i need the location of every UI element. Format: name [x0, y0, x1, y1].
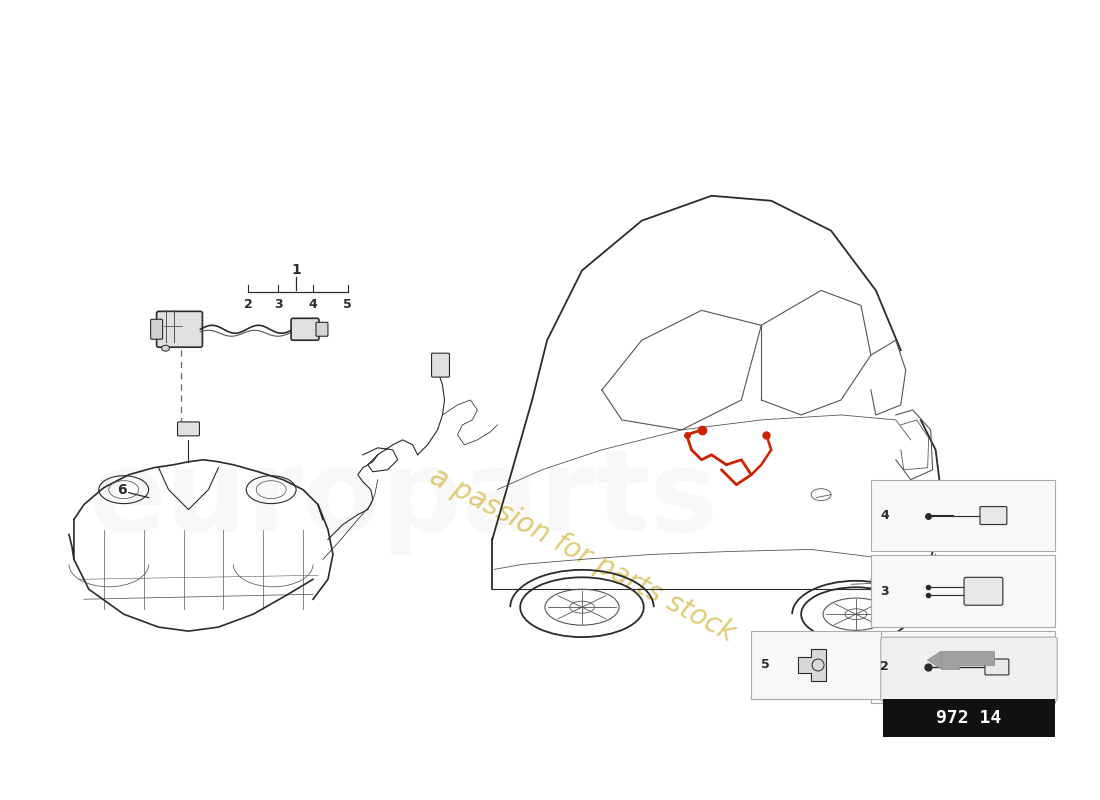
Polygon shape: [927, 651, 942, 669]
Text: 2: 2: [244, 298, 253, 311]
Bar: [871, 631, 1055, 703]
Text: europarts: europarts: [88, 444, 717, 555]
Text: 3: 3: [880, 585, 889, 598]
Text: 4: 4: [880, 509, 889, 522]
Bar: [883, 699, 1055, 737]
Ellipse shape: [162, 346, 169, 351]
FancyBboxPatch shape: [316, 322, 328, 336]
Bar: [871, 555, 1055, 627]
Text: 972 14: 972 14: [936, 709, 1002, 726]
FancyBboxPatch shape: [151, 319, 163, 339]
Polygon shape: [942, 651, 994, 669]
Text: a passion for parts stock: a passion for parts stock: [425, 462, 739, 647]
FancyBboxPatch shape: [156, 311, 202, 347]
Text: 6: 6: [117, 482, 126, 497]
FancyBboxPatch shape: [431, 353, 450, 377]
Text: 5: 5: [761, 658, 770, 671]
FancyBboxPatch shape: [964, 578, 1003, 606]
FancyBboxPatch shape: [980, 506, 1006, 525]
Text: 4: 4: [309, 298, 318, 311]
Polygon shape: [799, 649, 826, 681]
FancyBboxPatch shape: [984, 659, 1009, 675]
FancyBboxPatch shape: [881, 637, 1057, 701]
FancyBboxPatch shape: [177, 422, 199, 436]
FancyBboxPatch shape: [292, 318, 319, 340]
Text: 3: 3: [274, 298, 283, 311]
Bar: [751, 631, 881, 699]
Bar: [871, 480, 1055, 551]
Text: 2: 2: [880, 661, 889, 674]
Text: 5: 5: [343, 298, 352, 311]
Text: 1: 1: [292, 263, 301, 278]
